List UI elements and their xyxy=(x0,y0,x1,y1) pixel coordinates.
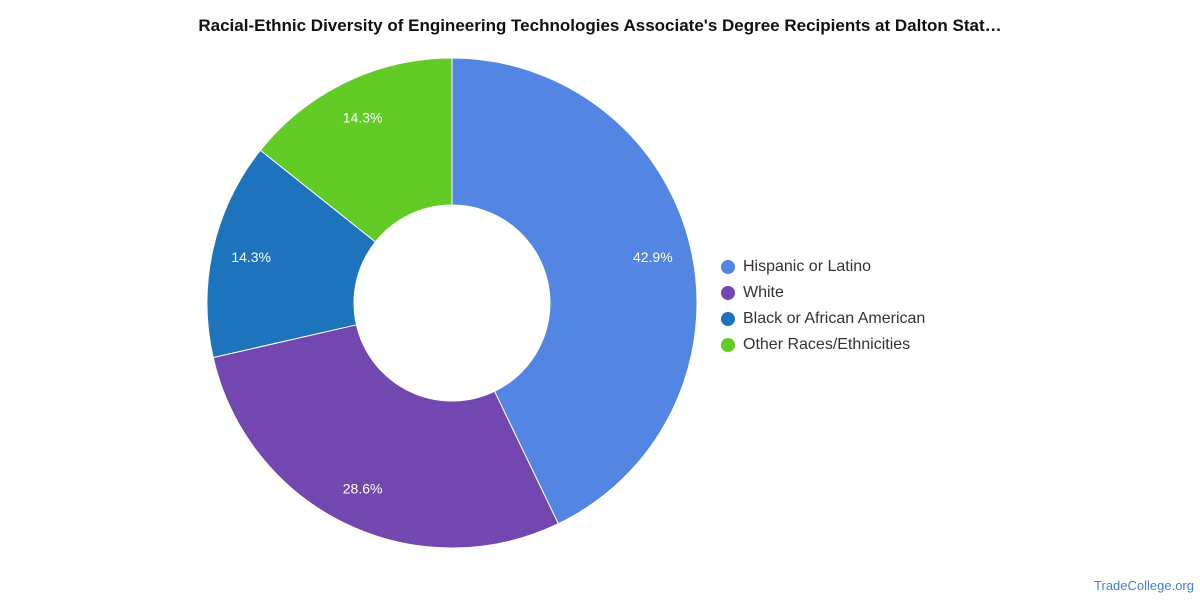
slice-label-2: 14.3% xyxy=(231,249,271,265)
legend-label: Hispanic or Latino xyxy=(743,258,872,275)
slice-3[interactable] xyxy=(259,57,453,243)
slice-0[interactable] xyxy=(451,57,698,525)
legend-swatch-icon xyxy=(721,260,735,274)
source-link[interactable]: TradeCollege.org xyxy=(1094,578,1194,593)
legend-item-1[interactable]: White xyxy=(721,280,925,306)
legend-swatch-icon xyxy=(721,338,735,352)
legend-item-2[interactable]: Black or African American xyxy=(721,306,925,332)
legend-label: Other Races/Ethnicities xyxy=(743,336,911,353)
legend-swatch-icon xyxy=(721,312,735,326)
slice-label-1: 28.6% xyxy=(343,481,383,497)
slice-label-0: 42.9% xyxy=(633,249,673,265)
legend-item-0[interactable]: Hispanic or Latino xyxy=(721,254,925,280)
legend-label: White xyxy=(743,284,784,301)
legend: Hispanic or Latino White Black or African … xyxy=(721,254,925,358)
slices-group xyxy=(206,57,698,549)
slice-2[interactable] xyxy=(206,149,377,359)
chart-title: Racial-Ethnic Diversity of Engineering T… xyxy=(198,16,1002,35)
slice-labels-group: 42.9% 28.6% 14.3% 14.3% xyxy=(231,109,672,496)
legend-item-3[interactable]: Other Races/Ethnicities xyxy=(721,332,925,358)
legend-label: Black or African American xyxy=(743,310,926,327)
slice-label-3: 14.3% xyxy=(343,109,383,125)
legend-swatch-icon xyxy=(721,286,735,300)
slice-1[interactable] xyxy=(212,324,559,549)
